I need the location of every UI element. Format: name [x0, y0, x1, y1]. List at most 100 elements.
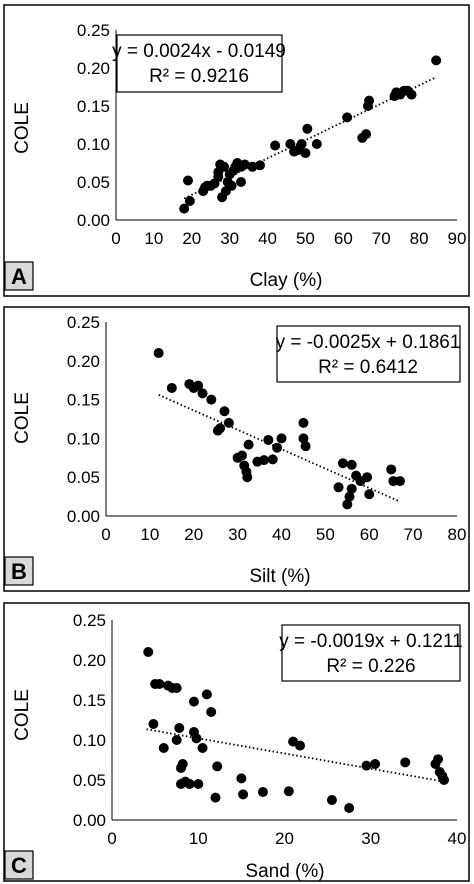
- x-tick-label: 20: [184, 525, 203, 544]
- x-tick-label: 10: [144, 229, 163, 248]
- y-tick-label: 0.15: [67, 391, 100, 410]
- x-axis-title: Silt (%): [249, 566, 310, 587]
- y-tick-label: 0.10: [73, 731, 106, 750]
- x-tick-label: 40: [258, 229, 277, 248]
- y-tick-label: 0.10: [77, 135, 110, 154]
- data-point: [238, 789, 249, 800]
- data-point: [300, 148, 311, 159]
- data-points: [179, 55, 442, 214]
- y-axis-title: COLE: [12, 392, 33, 444]
- r-squared: R² = 0.226: [326, 656, 415, 677]
- data-point: [236, 773, 247, 784]
- panel-label: B: [11, 559, 27, 584]
- data-point: [218, 161, 229, 172]
- y-tick-label: 0.05: [77, 173, 110, 192]
- data-point: [237, 450, 248, 461]
- x-axis-title: Clay (%): [250, 270, 323, 291]
- data-point: [342, 112, 353, 123]
- r-squared: R² = 0.6412: [318, 357, 418, 378]
- y-tick-label: 0.25: [73, 611, 106, 630]
- panel-label: C: [11, 853, 27, 878]
- x-tick-label: 0: [111, 229, 120, 248]
- x-tick-label: 50: [296, 229, 315, 248]
- data-point: [184, 779, 195, 789]
- data-point: [342, 499, 353, 510]
- data-point: [247, 161, 258, 172]
- x-tick-label: 20: [275, 829, 294, 848]
- data-point: [223, 417, 234, 428]
- y-tick-label: 0.05: [67, 468, 100, 487]
- data-point: [182, 175, 193, 186]
- y-tick-label: 0.15: [77, 97, 110, 116]
- x-tick-label: 40: [448, 829, 467, 848]
- regression-equation: y = -0.0019x + 0.1211: [279, 631, 462, 652]
- data-point: [361, 129, 372, 140]
- r-squared: R² = 0.9216: [149, 66, 249, 87]
- data-point: [239, 159, 250, 170]
- data-point: [276, 433, 287, 444]
- panel-b: COLE Silt (%) 0.00 0.05 0.10 0.15 0.20 0.25 0…: [3, 306, 470, 592]
- x-tick-label: 0: [101, 525, 110, 544]
- data-point: [296, 139, 307, 149]
- y-tick-labels: 0.00 0.05 0.10 0.15 0.20 0.25: [77, 21, 110, 230]
- data-point: [400, 757, 411, 768]
- data-point: [153, 348, 164, 359]
- data-point: [364, 489, 375, 500]
- y-tick-label: 0.10: [67, 429, 100, 448]
- regression-equation: y = 0.0024x - 0.0149: [112, 41, 286, 62]
- x-tick-label: 70: [372, 229, 391, 248]
- panel-a: COLE Clay (%) 0.00 0.05 0.10 0.15 0.20 0.25 0…: [3, 4, 470, 297]
- data-point: [193, 779, 204, 789]
- equation-box: [116, 34, 283, 93]
- data-point: [158, 743, 169, 753]
- data-points: [153, 348, 405, 510]
- data-point: [243, 439, 254, 450]
- data-point: [295, 740, 306, 751]
- data-point: [337, 458, 348, 469]
- y-tick-label: 0.15: [73, 691, 106, 710]
- x-tick-label: 90: [448, 229, 467, 248]
- data-point: [298, 417, 309, 428]
- data-point: [263, 434, 274, 445]
- y-tick-label: 0.20: [73, 651, 106, 670]
- data-point: [201, 689, 212, 700]
- data-point: [406, 89, 417, 100]
- panel-c: COLE Sand (%) 0.00 0.05 0.10 0.15 0.20 0.25 0…: [3, 602, 470, 882]
- data-point: [285, 139, 296, 149]
- equation-box: [281, 624, 461, 682]
- data-point: [270, 140, 281, 151]
- y-tick-label: 0.20: [67, 352, 100, 371]
- data-point: [254, 160, 265, 171]
- data-point: [326, 795, 337, 805]
- data-point: [210, 792, 221, 803]
- data-point: [219, 406, 230, 417]
- data-point: [206, 394, 217, 405]
- data-point: [370, 759, 381, 769]
- data-point: [226, 180, 237, 191]
- y-tick-label: 0.25: [77, 21, 110, 40]
- panel-label: A: [11, 264, 27, 289]
- y-axis-title: COLE: [12, 102, 33, 154]
- equation-box: [276, 325, 461, 383]
- data-point: [333, 482, 344, 493]
- data-point: [300, 441, 311, 452]
- data-points: [143, 647, 450, 813]
- data-point: [197, 388, 208, 399]
- x-tick-label: 30: [228, 525, 247, 544]
- y-tick-labels: 0.00 0.05 0.10 0.15 0.20 0.25: [67, 313, 100, 526]
- y-tick-label: 0.25: [67, 313, 100, 332]
- data-point: [242, 472, 253, 483]
- data-point: [171, 683, 182, 693]
- data-point: [344, 491, 355, 502]
- y-axis-title: COLE: [12, 689, 33, 741]
- data-point: [143, 647, 154, 657]
- data-point: [311, 139, 322, 149]
- data-point: [346, 459, 357, 470]
- x-tick-label: 40: [272, 525, 291, 544]
- data-point: [272, 442, 283, 453]
- data-point: [197, 743, 208, 753]
- x-tick-label: 0: [107, 829, 116, 848]
- data-point: [346, 483, 357, 494]
- y-tick-label: 0.00: [73, 811, 106, 830]
